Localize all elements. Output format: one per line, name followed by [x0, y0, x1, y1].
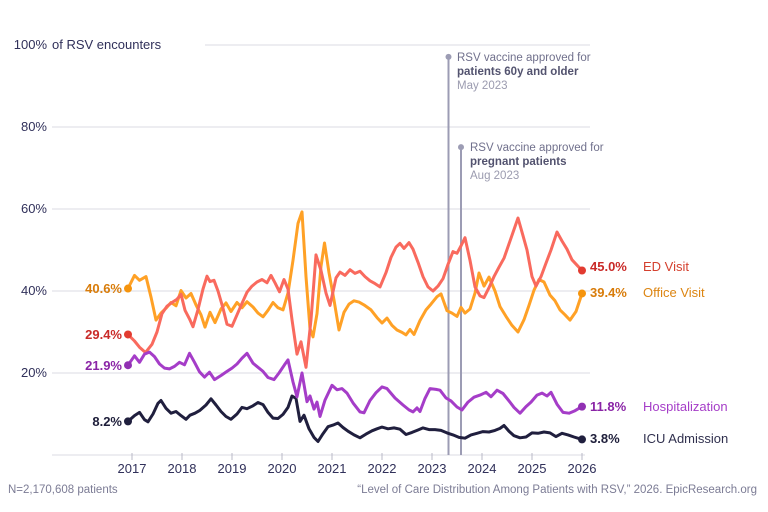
start-value-icu-admission: 8.2% — [92, 414, 122, 429]
end-dot-ed-visit — [578, 266, 586, 275]
start-dot-office-visit — [124, 284, 132, 293]
series-line-office-visit — [126, 210, 584, 339]
series-line-hospitalization — [126, 350, 584, 418]
x-tick-2019: 2019 — [217, 461, 247, 476]
series-line-ed-visit — [126, 216, 584, 369]
end-dot-hospitalization — [578, 402, 586, 411]
x-tick-2023: 2023 — [417, 461, 447, 476]
start-value-ed-visit: 29.4% — [85, 327, 122, 342]
event-dot-0 — [445, 53, 452, 60]
y-tick-40: 40% — [20, 283, 47, 298]
annotation-line-2: patients 60y and older — [457, 66, 579, 78]
start-dot-ed-visit — [124, 330, 132, 339]
end-dot-office-visit — [578, 289, 586, 298]
annotation-date: Aug 2023 — [470, 170, 520, 182]
x-tick-2020: 2020 — [267, 461, 297, 476]
sample-size-note: N=2,170,608 patients — [8, 484, 118, 496]
legend-row-hospitalization: 11.8% Hospitalization — [590, 398, 728, 416]
event-dot-1 — [458, 144, 464, 151]
y-tick-100: 100% — [13, 37, 47, 52]
x-tick-2022: 2022 — [367, 461, 397, 476]
x-tick-2018: 2018 — [167, 461, 197, 476]
series-line-icu-admission — [126, 394, 584, 443]
end-dot-icu-admission — [578, 435, 586, 444]
y-axis-top-label: 100% of RSV encounters — [0, 37, 161, 52]
legend-row-office-visit: 39.4% Office Visit — [590, 284, 705, 302]
end-value-office-visit: 39.4% — [590, 285, 627, 300]
annotation-vaccine-60y: RSV vaccine approved for patients 60y an… — [457, 51, 591, 93]
x-tick-2025: 2025 — [517, 461, 547, 476]
annotation-vaccine-pregnant: RSV vaccine approved for pregnant patien… — [470, 141, 604, 183]
annotation-line-2: pregnant patients — [470, 156, 567, 168]
annotation-line-1: RSV vaccine approved for — [457, 52, 591, 64]
x-tick-2024: 2024 — [467, 461, 497, 476]
start-value-office-visit: 40.6% — [85, 281, 122, 296]
series-name-icu-admission: ICU Admission — [643, 431, 729, 446]
end-value-icu-admission: 3.8% — [590, 431, 620, 446]
start-dot-icu-admission — [124, 417, 132, 426]
series-name-hospitalization: Hospitalization — [643, 399, 728, 414]
start-value-hospitalization: 21.9% — [85, 358, 122, 373]
legend-row-ed-visit: 45.0% ED Visit — [590, 258, 689, 276]
end-value-hospitalization: 11.8% — [590, 399, 627, 414]
series-name-ed-visit: ED Visit — [643, 259, 689, 274]
start-dot-hospitalization — [124, 361, 132, 370]
y-tick-20: 20% — [20, 365, 47, 380]
series-name-office-visit: Office Visit — [643, 285, 705, 300]
legend-row-icu-admission: 3.8% ICU Admission — [590, 430, 728, 448]
y-tick-60: 60% — [20, 201, 47, 216]
x-tick-2021: 2021 — [317, 461, 347, 476]
y-axis-unit-label: of RSV encounters — [52, 37, 162, 52]
annotation-date: May 2023 — [457, 80, 508, 92]
source-citation: “Level of Care Distribution Among Patien… — [357, 484, 757, 496]
annotation-line-1: RSV vaccine approved for — [470, 142, 604, 154]
x-tick-2017: 2017 — [117, 461, 147, 476]
y-tick-80: 80% — [20, 119, 47, 134]
x-tick-2026: 2026 — [567, 461, 597, 476]
end-value-ed-visit: 45.0% — [590, 259, 627, 274]
